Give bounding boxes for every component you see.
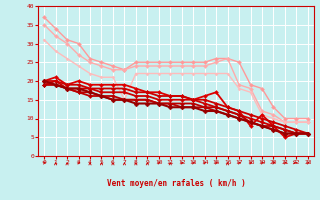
X-axis label: Vent moyen/en rafales ( km/h ): Vent moyen/en rafales ( km/h ) bbox=[107, 179, 245, 188]
